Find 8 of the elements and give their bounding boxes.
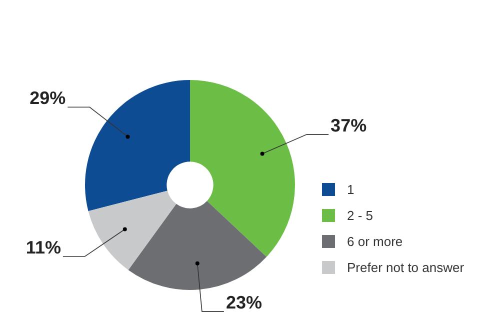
legend-label: 1 xyxy=(347,182,354,196)
legend-label: 6 or more xyxy=(347,234,403,248)
legend-label: 2 - 5 xyxy=(347,208,374,222)
data-label: 11% xyxy=(26,237,61,258)
data-label: 37% xyxy=(330,116,367,136)
data-label: 23% xyxy=(226,292,262,312)
legend-label: Prefer not to answer xyxy=(347,260,464,274)
data-label: 29% xyxy=(30,88,66,108)
